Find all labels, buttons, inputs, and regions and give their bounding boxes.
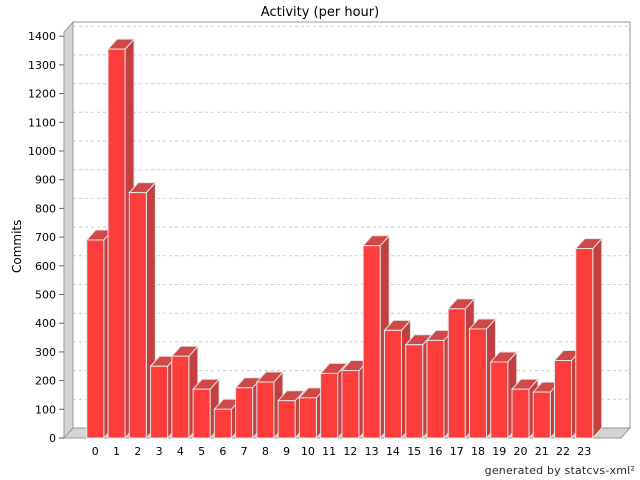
bar-front-0 (86, 239, 105, 439)
bar-hour-3 (149, 354, 178, 440)
bar-front-8 (256, 381, 275, 439)
x-axis-label-22: 22 (556, 445, 570, 458)
bar-front-16 (426, 339, 445, 439)
bar-front-13 (362, 245, 381, 439)
y-tick-label-300: 300 (35, 346, 56, 359)
generator-credit: generated by statcvs-xml² (484, 464, 635, 477)
bar-front-7 (235, 387, 254, 439)
bar-front-23 (575, 248, 594, 439)
bar-front-5 (192, 388, 211, 439)
y-tick-label-100: 100 (35, 403, 56, 416)
x-axis-label-2: 2 (134, 445, 141, 458)
bar-front-15 (405, 344, 424, 439)
x-axis-label-12: 12 (343, 445, 357, 458)
y-tick-label-400: 400 (35, 317, 56, 330)
x-axis-label-9: 9 (283, 445, 290, 458)
bar-front-19 (490, 361, 509, 439)
x-axis-label-11: 11 (322, 445, 336, 458)
x-axis-label-3: 3 (156, 445, 163, 458)
y-tick-label-1200: 1200 (28, 88, 56, 101)
y-tick-label-600: 600 (35, 260, 56, 273)
bar-front-21 (532, 391, 551, 439)
y-tick-label-1300: 1300 (28, 59, 56, 72)
bar-front-4 (171, 355, 190, 439)
x-axis-label-15: 15 (407, 445, 421, 458)
bar-hour-5 (191, 377, 221, 440)
bar-front-1 (107, 48, 126, 439)
bar-side-23 (592, 237, 603, 440)
bar-front-12 (341, 370, 360, 439)
y-tick-label-200: 200 (35, 375, 56, 388)
bar-front-6 (213, 408, 232, 439)
y-tick-label-700: 700 (35, 231, 56, 244)
x-axis-label-0: 0 (92, 445, 99, 458)
x-axis-label-20: 20 (514, 445, 528, 458)
x-axis-label-7: 7 (241, 445, 248, 458)
bar-front-14 (383, 329, 402, 439)
y-tick-label-1000: 1000 (28, 145, 56, 158)
x-axis-label-23: 23 (577, 445, 591, 458)
bar-front-22 (554, 360, 573, 439)
x-axis-label-6: 6 (219, 445, 226, 458)
y-tick-label-500: 500 (35, 289, 56, 302)
x-axis-label-19: 19 (492, 445, 506, 458)
bar-front-17 (447, 308, 466, 439)
x-axis-label-16: 16 (428, 445, 442, 458)
x-axis-label-4: 4 (177, 445, 184, 458)
bar-front-2 (128, 192, 147, 439)
plot-left-wall (63, 20, 74, 440)
x-axis-label-8: 8 (262, 445, 269, 458)
bar-front-3 (150, 365, 169, 439)
y-tick-label-1100: 1100 (28, 116, 56, 129)
bar-front-11 (320, 372, 339, 439)
bar-front-10 (298, 397, 317, 439)
x-axis-label-14: 14 (386, 445, 400, 458)
bar-front-20 (511, 388, 530, 439)
x-axis-label-21: 21 (535, 445, 549, 458)
x-axis-label-10: 10 (301, 445, 315, 458)
y-tick-label-800: 800 (35, 202, 56, 215)
x-axis-label-5: 5 (198, 445, 205, 458)
y-tick-label-900: 900 (35, 174, 56, 187)
x-axis-label-13: 13 (365, 445, 379, 458)
bar-hour-23 (574, 237, 603, 440)
x-axis-label-1: 1 (113, 445, 120, 458)
y-tick-label-1400: 1400 (28, 30, 56, 43)
x-axis-label-17: 17 (450, 445, 464, 458)
bar-front-18 (468, 328, 487, 439)
y-tick-label-0: 0 (49, 432, 56, 445)
bar-front-9 (277, 400, 296, 439)
x-axis-label-18: 18 (471, 445, 485, 458)
chart-title: Activity (per hour) (260, 5, 380, 20)
